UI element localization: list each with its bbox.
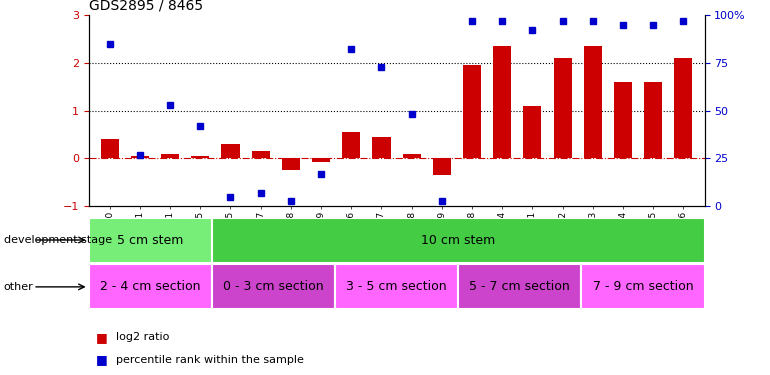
Bar	[222, 144, 239, 158]
Bar	[403, 154, 420, 158]
Text: ■: ■	[96, 354, 108, 366]
Text: 5 cm stem: 5 cm stem	[117, 234, 183, 246]
Bar	[373, 137, 390, 158]
Text: ■: ■	[96, 331, 108, 344]
Text: 10 cm stem: 10 cm stem	[421, 234, 495, 246]
Text: GDS2895 / 8465: GDS2895 / 8465	[89, 0, 203, 12]
Bar	[342, 132, 360, 158]
Bar	[335, 264, 458, 309]
Text: 3 - 5 cm section: 3 - 5 cm section	[346, 280, 447, 293]
Bar	[584, 46, 602, 158]
Text: development stage: development stage	[4, 235, 112, 245]
Bar	[312, 158, 330, 162]
Bar	[675, 58, 692, 158]
Bar	[458, 264, 581, 309]
Bar	[554, 58, 571, 158]
Text: 2 - 4 cm section: 2 - 4 cm section	[100, 280, 200, 293]
Bar	[252, 151, 270, 158]
Bar	[89, 217, 212, 262]
Bar	[493, 46, 511, 158]
Bar	[161, 154, 179, 158]
Text: log2 ratio: log2 ratio	[116, 333, 169, 342]
Bar	[89, 264, 212, 309]
Text: 7 - 9 cm section: 7 - 9 cm section	[593, 280, 693, 293]
Bar	[212, 264, 335, 309]
Bar	[524, 106, 541, 158]
Text: 0 - 3 cm section: 0 - 3 cm section	[223, 280, 323, 293]
Bar	[644, 82, 662, 158]
Text: other: other	[4, 282, 34, 292]
Bar	[101, 140, 119, 158]
Bar	[581, 264, 705, 309]
Bar	[282, 158, 300, 170]
Bar	[212, 217, 705, 262]
Text: percentile rank within the sample: percentile rank within the sample	[116, 355, 303, 365]
Bar	[191, 156, 209, 158]
Bar	[463, 65, 481, 158]
Bar	[131, 156, 149, 158]
Text: 5 - 7 cm section: 5 - 7 cm section	[470, 280, 570, 293]
Bar	[614, 82, 632, 158]
Bar	[433, 158, 451, 175]
